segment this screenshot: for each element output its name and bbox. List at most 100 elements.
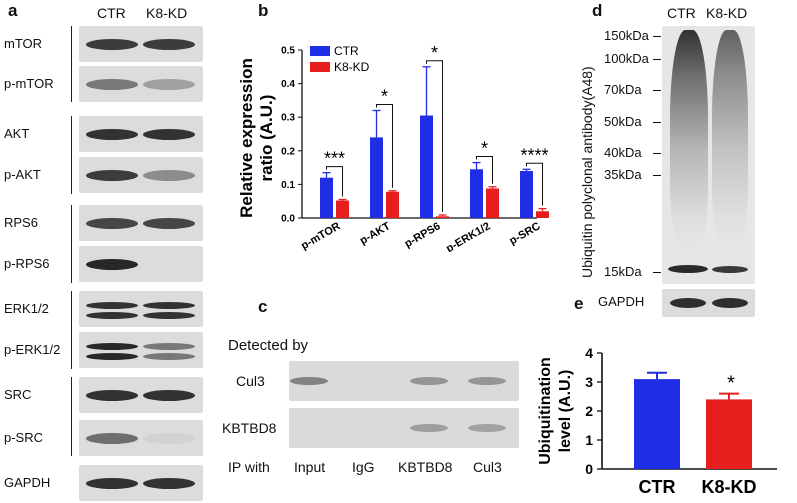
panel-b-sig-label: **** (520, 145, 548, 165)
panel-a-band (86, 343, 138, 350)
panel-b-legend-swatch (310, 46, 330, 56)
panel-a-band (86, 478, 138, 489)
panel-b-letter: b (258, 1, 269, 20)
panel-c-band (410, 424, 448, 432)
panel-c-lane-label: KBTBD8 (398, 459, 453, 475)
panel-a-band (86, 170, 138, 181)
panel-e-ytick-label: 0 (585, 461, 593, 477)
panel-d-band-15kda (668, 265, 708, 273)
panel-b-bar (370, 137, 383, 218)
panel-c-band (468, 424, 506, 432)
panel-b-ytick-label: 0.3 (281, 113, 295, 124)
panel-c-blots: Cul3 KBTBD8 Input IgG KBTBD8 Cul3 (222, 361, 519, 475)
panel-e-ylabel: Ubiquitination (537, 357, 554, 465)
panel-a-row-label: AKT (4, 126, 30, 141)
panel-a-row-label: p-ERK1/2 (4, 342, 61, 357)
panel-a-band (143, 129, 195, 140)
panel-a-band (86, 302, 138, 309)
panel-a-group-line (71, 291, 72, 369)
panel-a-col-kd: K8-KD (146, 5, 188, 21)
panel-e-bar-chart: 0 1 2 3 4 Ubiquitination level (A.U.) CTR * K8-KD (537, 345, 777, 497)
panel-a-row-label: p-RPS6 (4, 256, 50, 271)
panel-a-group-line (71, 116, 72, 194)
panel-a-row-label: mTOR (4, 36, 43, 51)
panel-a-row-label: GAPDH (4, 475, 51, 490)
panel-a-col-ctr: CTR (97, 5, 126, 21)
panel-b-bar (420, 115, 433, 218)
panel-d-marker-tick (653, 175, 661, 176)
panel-a-band (143, 390, 195, 401)
panel-a-group-line (71, 26, 72, 102)
panel-b-sig-bracket (426, 60, 443, 212)
panel-e-ytick-label: 3 (585, 374, 593, 390)
panel-d-col-ctr: CTR (667, 5, 696, 21)
panel-b-sig-bracket (376, 103, 393, 188)
panel-d-marker-label: 40kDa (604, 145, 642, 160)
panel-a-group-line (71, 205, 72, 283)
panel-d-marker-tick (653, 122, 661, 123)
panel-b-sig-label: *** (324, 149, 345, 169)
panel-b-ytick-label: 0.4 (281, 79, 295, 90)
panel-c-lane-label: Input (294, 459, 326, 475)
panel-a-band (86, 353, 138, 360)
panel-b-bar (336, 200, 349, 218)
panel-d-marker-tick (653, 59, 661, 60)
panel-b-sig-bracket (326, 166, 343, 197)
panel-d-band-15kda (712, 266, 748, 273)
panel-c-band (468, 377, 506, 385)
panel-a-group-line (71, 377, 72, 456)
panel-d-marker-tick (653, 153, 661, 154)
panel-a-band (143, 343, 195, 350)
panel-e-bar (634, 379, 680, 469)
panel-d-smear (712, 30, 748, 250)
panel-d-marker-label: 100kDa (604, 51, 649, 66)
panel-a-band (143, 259, 195, 270)
panel-a-letter: a (8, 1, 18, 20)
panel-e-ylabel: level (A.U.) (557, 370, 574, 453)
panel-b-ylabel: ratio (A.U.) (257, 95, 276, 182)
panel-b-legend-label: CTR (334, 44, 359, 58)
panel-b-bar (470, 169, 483, 218)
panel-a-blot-strip (79, 332, 203, 368)
panel-c-row-label: KBTBD8 (222, 420, 277, 436)
panel-d-col-kd: K8-KD (706, 5, 748, 21)
panel-c-lane-label: IgG (352, 459, 375, 475)
panel-d-marker-label: 50kDa (604, 114, 642, 129)
panel-c-ip-with: IP with (228, 459, 270, 475)
panel-a-band (86, 259, 138, 270)
panel-a-blot-strip (79, 291, 203, 327)
panel-d-marker-tick (653, 272, 661, 273)
panel-e-bar (706, 399, 752, 469)
panel-b-bar (386, 191, 399, 218)
panel-e-ytick-label: 4 (585, 345, 593, 361)
panel-c-detected-by: Detected by (228, 337, 309, 354)
panel-b-legend-swatch (310, 62, 330, 72)
panel-b-ytick-label: 0.5 (281, 46, 295, 57)
panel-b-bar (536, 211, 549, 218)
panel-a-band (86, 39, 138, 50)
panel-a-band (86, 218, 138, 229)
panel-b-sig-label: * (431, 43, 438, 63)
panel-a-band (86, 129, 138, 140)
panel-a-row-label: RPS6 (4, 215, 38, 230)
panel-a-row-label: p-AKT (4, 167, 41, 182)
panel-a-blots: mTOR p-mTOR AKT p-AKT RPS6 p-RPS6 ERK1/2 p-ERK1… (0, 0, 210, 503)
panel-b-bar-chart: 0.0 0.1 0.2 0.3 0.4 0.5 Relative expression rat… (237, 43, 549, 252)
panel-a-band (143, 302, 195, 309)
panel-a-band (86, 433, 138, 444)
panel-e-ytick-label: 1 (585, 432, 593, 448)
panel-a-band (143, 170, 195, 181)
panel-a-band (143, 353, 195, 360)
panel-c-lane-label: Cul3 (473, 459, 502, 475)
panel-d-marker-tick (653, 36, 661, 37)
panel-b-bar (486, 188, 499, 218)
panel-d-letter: d (592, 1, 603, 20)
panel-b-bar (320, 177, 333, 218)
panel-d-marker-tick (653, 90, 661, 91)
panel-a-band (143, 218, 195, 229)
panel-b-bar (436, 216, 449, 218)
panel-a-band (86, 312, 138, 319)
panel-e-sig-label: * (727, 373, 735, 395)
panel-d-marker-label: 35kDa (604, 167, 642, 182)
